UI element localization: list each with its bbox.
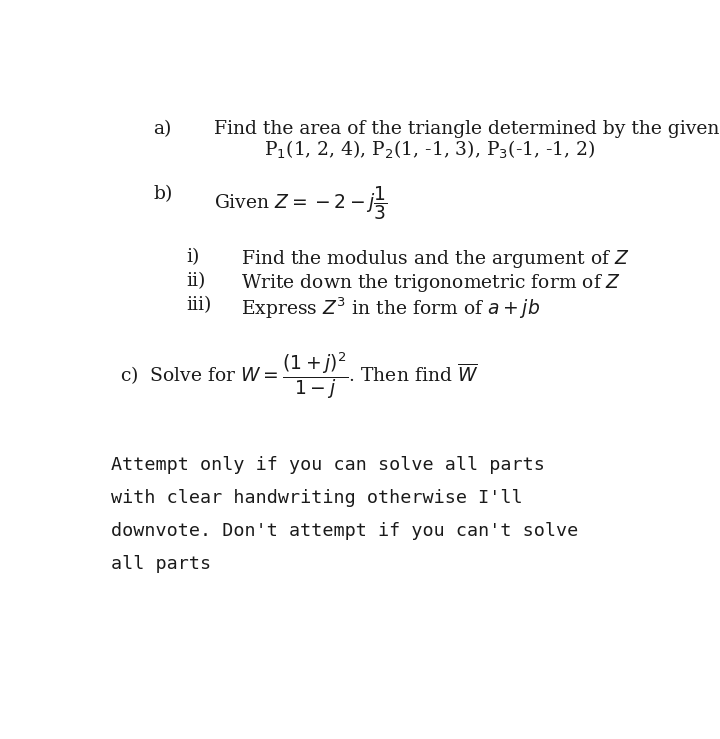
Text: iii): iii) (186, 296, 212, 314)
Text: with clear handwriting otherwise I'll: with clear handwriting otherwise I'll (111, 488, 523, 507)
Text: a): a) (153, 120, 172, 138)
Text: b): b) (153, 185, 173, 203)
Text: Write down the trigonometric form of $Z$: Write down the trigonometric form of $Z$ (240, 272, 621, 294)
Text: all parts: all parts (111, 555, 212, 573)
Text: Attempt only if you can solve all parts: Attempt only if you can solve all parts (111, 456, 545, 474)
Text: ii): ii) (186, 272, 205, 290)
Text: Given $Z=-2-j\dfrac{1}{3}$: Given $Z=-2-j\dfrac{1}{3}$ (214, 184, 387, 222)
Text: Find the area of the triangle determined by the given point: Find the area of the triangle determined… (214, 120, 720, 138)
Text: Express $Z^3$ in the form of $a + jb$: Express $Z^3$ in the form of $a + jb$ (240, 296, 540, 321)
Text: downvote. Don't attempt if you can't solve: downvote. Don't attempt if you can't sol… (111, 522, 578, 539)
Text: c)  Solve for $W = \dfrac{(1+j)^2}{1-j}$. Then find $\overline{W}$: c) Solve for $W = \dfrac{(1+j)^2}{1-j}$.… (120, 350, 478, 401)
Text: Find the modulus and the argument of $Z$: Find the modulus and the argument of $Z$ (240, 248, 629, 270)
Text: i): i) (186, 248, 199, 266)
Text: P$_1$(1, 2, 4), P$_2$(1, -1, 3), P$_3$(-1, -1, 2): P$_1$(1, 2, 4), P$_2$(1, -1, 3), P$_3$(-… (264, 139, 595, 161)
